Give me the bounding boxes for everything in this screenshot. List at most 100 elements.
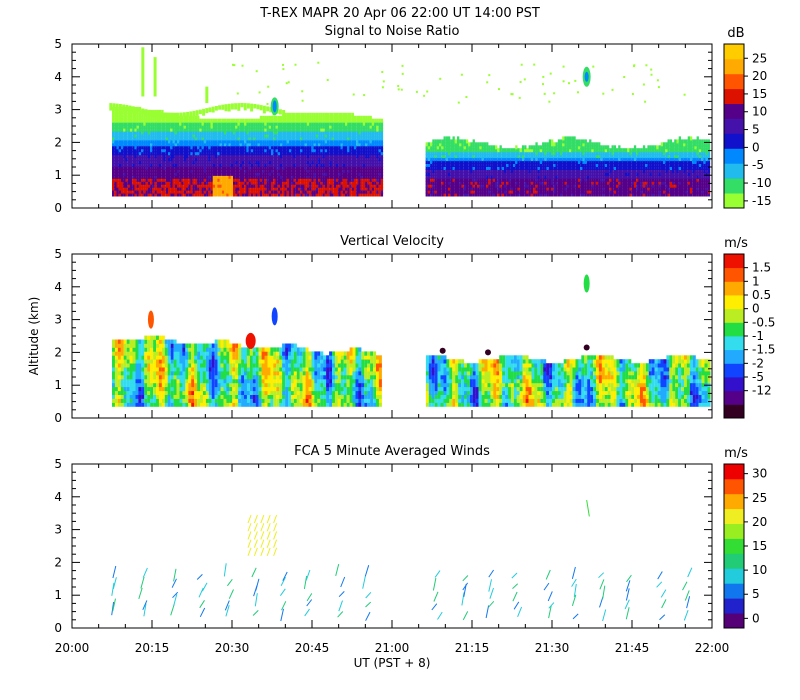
snr-cell: [457, 136, 459, 140]
snr-cell: [246, 119, 248, 123]
snr-cell: [482, 142, 484, 146]
snr-cell: [632, 148, 634, 152]
snr-cell: [569, 136, 571, 140]
snr-cell: [479, 142, 481, 146]
snr-cell: [435, 139, 437, 143]
snr-cell: [208, 119, 210, 123]
snr-cell: [453, 136, 455, 140]
snr-cell: [302, 113, 304, 117]
snr-cell: [327, 113, 329, 117]
snr-cell: [320, 113, 322, 117]
snr-cell: [305, 113, 307, 117]
snr-cell: [475, 142, 477, 146]
snr-cell: [598, 142, 600, 146]
snr-cell: [511, 148, 513, 152]
snr-cell: [585, 139, 587, 143]
snr-cell: [491, 145, 493, 149]
snr-cell: [338, 113, 340, 117]
snr-cell: [520, 148, 522, 152]
snr-cell: [291, 113, 293, 117]
snr-cell: [204, 119, 206, 123]
snr-cell: [244, 119, 246, 123]
snr-cell: [600, 145, 602, 149]
snr-cell: [276, 116, 278, 120]
snr-cell: [473, 139, 475, 143]
snr-cell: [287, 113, 289, 117]
snr-cell: [267, 116, 269, 120]
snr-cell: [206, 119, 208, 123]
snr-cell: [235, 119, 237, 123]
snr-cell: [341, 113, 343, 117]
snr-cell: [300, 113, 302, 117]
snr-cell: [334, 113, 336, 117]
snr-cell: [495, 145, 497, 149]
snr-cell: [535, 142, 537, 146]
snr-cell: [349, 113, 351, 117]
snr-cell: [506, 148, 508, 152]
snr-cell: [280, 116, 282, 120]
mapr-figure: T-REX MAPR 20 Apr 06 22:00 UT 14:00 PST …: [0, 0, 800, 700]
snr-cell: [594, 142, 596, 146]
snr-cell: [573, 136, 575, 140]
snr-cell: [578, 139, 580, 143]
snr-cell: [486, 142, 488, 146]
snr-cell: [374, 119, 376, 123]
snr-cell: [549, 139, 551, 143]
snr-cell: [220, 119, 222, 123]
snr-cell: [293, 113, 295, 117]
snr-cell: [464, 139, 466, 143]
snr-cell: [356, 116, 358, 120]
snr-cell: [441, 139, 443, 143]
snr-cell: [428, 142, 430, 146]
snr-cell: [363, 116, 365, 120]
snr-cell: [379, 119, 381, 123]
snr-cell: [271, 116, 273, 120]
snr-cell: [251, 119, 253, 123]
snr-cell: [540, 145, 542, 149]
snr-cell: [376, 119, 378, 123]
snr-cell: [381, 119, 383, 123]
snr-cell: [217, 119, 219, 123]
snr-cell: [343, 113, 345, 117]
snr-cell: [229, 119, 231, 123]
snr-cell: [629, 148, 631, 152]
snr-cell: [526, 148, 528, 152]
snr-cell: [502, 148, 504, 152]
snr-cell: [199, 119, 201, 123]
snr-cell: [358, 116, 360, 120]
snr-cell: [477, 142, 479, 146]
snr-cell: [587, 142, 589, 146]
snr-cell: [553, 142, 555, 146]
snr-cell: [565, 136, 567, 140]
snr-cell: [255, 119, 257, 123]
snr-cell: [524, 145, 526, 149]
snr-cell: [623, 148, 625, 152]
snr-cell: [538, 145, 540, 149]
snr-cell: [466, 139, 468, 143]
snr-cell: [361, 116, 363, 120]
snr-cell: [365, 116, 367, 120]
snr-cell: [596, 142, 598, 146]
snr-cell: [345, 113, 347, 117]
snr-cell: [567, 136, 569, 140]
snr-cell: [542, 142, 544, 146]
snr-cell: [603, 145, 605, 149]
snr-cell: [347, 113, 349, 117]
snr-cell: [426, 142, 428, 146]
snr-cell: [262, 116, 264, 120]
snr-cell: [325, 113, 327, 117]
snr-cell: [318, 113, 320, 117]
snr-cell: [224, 119, 226, 123]
snr-cell: [509, 148, 511, 152]
snr-cell: [493, 145, 495, 149]
snr-cell: [273, 116, 275, 120]
snr-cell: [215, 119, 217, 123]
snr-cell: [455, 139, 457, 143]
snr-cell: [437, 139, 439, 143]
snr-unit: dB: [727, 26, 744, 41]
snr-cell: [627, 148, 629, 152]
snr-cell: [589, 139, 591, 143]
snr-cell: [197, 116, 199, 120]
snr-cell: [372, 119, 374, 123]
snr-cell: [621, 148, 623, 152]
